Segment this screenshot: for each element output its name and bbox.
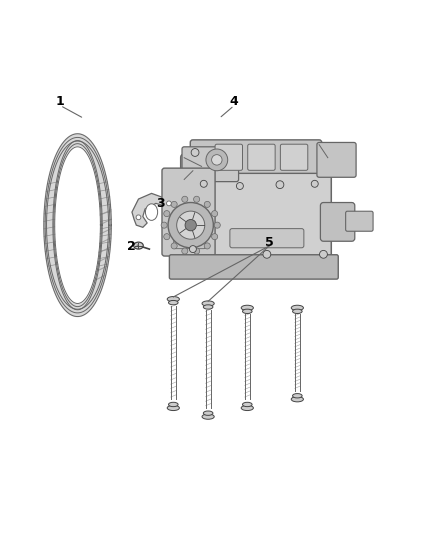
- FancyBboxPatch shape: [280, 144, 308, 171]
- FancyBboxPatch shape: [317, 142, 356, 177]
- Circle shape: [204, 243, 210, 249]
- Circle shape: [263, 251, 271, 258]
- Circle shape: [212, 211, 218, 217]
- Circle shape: [206, 149, 228, 171]
- Ellipse shape: [293, 309, 302, 313]
- Text: 1: 1: [56, 95, 64, 109]
- FancyBboxPatch shape: [182, 147, 239, 182]
- Circle shape: [182, 248, 188, 254]
- Circle shape: [189, 246, 196, 253]
- FancyBboxPatch shape: [230, 229, 304, 248]
- Ellipse shape: [167, 405, 180, 410]
- Text: 4: 4: [230, 95, 239, 109]
- Polygon shape: [132, 193, 173, 228]
- Ellipse shape: [243, 309, 252, 313]
- FancyBboxPatch shape: [170, 255, 338, 279]
- Circle shape: [212, 155, 222, 165]
- Polygon shape: [44, 134, 111, 317]
- Polygon shape: [55, 147, 100, 303]
- FancyBboxPatch shape: [181, 154, 331, 265]
- Text: 2: 2: [127, 240, 135, 253]
- FancyBboxPatch shape: [162, 168, 215, 256]
- FancyBboxPatch shape: [215, 144, 243, 171]
- Ellipse shape: [291, 397, 304, 402]
- Circle shape: [276, 181, 284, 189]
- Circle shape: [214, 222, 220, 228]
- Text: 5: 5: [265, 236, 273, 249]
- Ellipse shape: [241, 405, 253, 410]
- Ellipse shape: [203, 305, 213, 309]
- Circle shape: [171, 201, 177, 207]
- Ellipse shape: [241, 305, 253, 310]
- Circle shape: [164, 233, 170, 240]
- Ellipse shape: [293, 393, 302, 398]
- FancyBboxPatch shape: [321, 203, 355, 241]
- Circle shape: [194, 248, 200, 254]
- Text: 3: 3: [156, 197, 165, 210]
- FancyBboxPatch shape: [248, 144, 275, 171]
- Ellipse shape: [169, 301, 178, 305]
- Ellipse shape: [203, 411, 213, 415]
- Circle shape: [171, 243, 177, 249]
- Circle shape: [204, 201, 210, 207]
- Circle shape: [200, 180, 207, 187]
- Circle shape: [161, 222, 167, 228]
- Ellipse shape: [167, 296, 180, 302]
- FancyBboxPatch shape: [346, 211, 373, 231]
- FancyBboxPatch shape: [190, 140, 322, 173]
- Circle shape: [182, 196, 188, 203]
- Circle shape: [194, 196, 200, 203]
- Ellipse shape: [169, 402, 178, 407]
- Circle shape: [311, 180, 318, 187]
- Circle shape: [320, 251, 327, 258]
- Ellipse shape: [243, 402, 252, 407]
- Ellipse shape: [202, 414, 214, 419]
- FancyBboxPatch shape: [174, 232, 205, 249]
- Circle shape: [212, 233, 218, 240]
- Ellipse shape: [291, 305, 304, 310]
- Circle shape: [177, 211, 205, 239]
- Ellipse shape: [136, 215, 141, 220]
- Ellipse shape: [202, 301, 214, 306]
- Ellipse shape: [166, 201, 171, 206]
- Circle shape: [168, 203, 213, 248]
- Circle shape: [191, 149, 199, 156]
- Circle shape: [164, 211, 170, 217]
- Circle shape: [185, 220, 196, 231]
- Circle shape: [237, 182, 244, 189]
- Ellipse shape: [134, 242, 143, 249]
- Ellipse shape: [145, 204, 158, 220]
